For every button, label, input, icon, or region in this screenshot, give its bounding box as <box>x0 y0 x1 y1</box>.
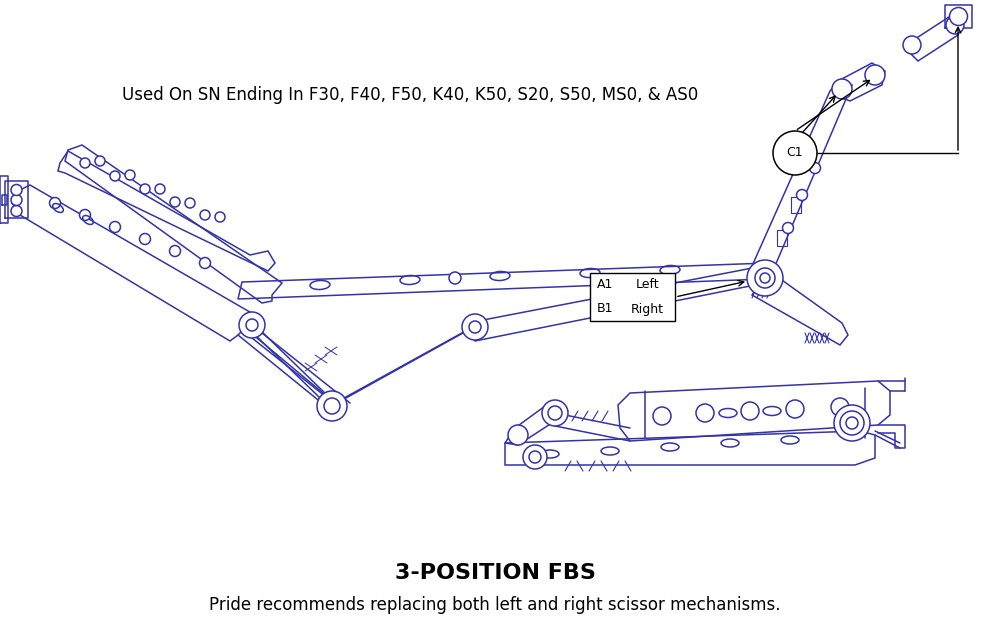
Circle shape <box>239 312 265 338</box>
Circle shape <box>449 272 461 284</box>
Text: C1: C1 <box>787 146 803 160</box>
Circle shape <box>11 184 22 196</box>
Text: Right: Right <box>631 303 664 315</box>
Circle shape <box>755 268 775 288</box>
Circle shape <box>109 222 120 232</box>
Text: Used On SN Ending In F30, F40, F50, K40, K50, S20, S50, MS0, & AS0: Used On SN Ending In F30, F40, F50, K40,… <box>122 86 698 104</box>
Circle shape <box>786 400 804 418</box>
Circle shape <box>903 36 921 54</box>
Circle shape <box>246 319 258 331</box>
Text: A1: A1 <box>597 279 613 292</box>
Circle shape <box>741 402 759 420</box>
Circle shape <box>185 198 195 208</box>
Circle shape <box>950 8 968 25</box>
Circle shape <box>317 391 347 421</box>
Circle shape <box>140 234 150 244</box>
Circle shape <box>542 400 568 426</box>
Circle shape <box>696 404 714 422</box>
Text: B1: B1 <box>597 303 613 315</box>
Text: 3-POSITION FBS: 3-POSITION FBS <box>395 563 595 583</box>
Circle shape <box>782 223 794 234</box>
Circle shape <box>840 411 864 435</box>
Circle shape <box>170 246 180 256</box>
Circle shape <box>831 398 849 416</box>
Circle shape <box>523 445 547 469</box>
Circle shape <box>80 210 90 220</box>
Circle shape <box>469 321 481 333</box>
Circle shape <box>50 197 61 208</box>
Circle shape <box>773 131 817 175</box>
Circle shape <box>946 16 964 34</box>
Circle shape <box>170 197 180 207</box>
Circle shape <box>155 184 165 194</box>
Circle shape <box>11 194 22 206</box>
Circle shape <box>508 425 528 445</box>
Bar <box>590 273 675 321</box>
Circle shape <box>548 406 562 420</box>
Text: Left: Left <box>636 279 659 292</box>
Circle shape <box>462 314 488 340</box>
Circle shape <box>324 398 340 414</box>
Circle shape <box>796 189 808 201</box>
Circle shape <box>140 184 150 194</box>
Circle shape <box>199 258 210 268</box>
Circle shape <box>834 405 870 441</box>
Circle shape <box>11 206 22 216</box>
Circle shape <box>529 451 541 463</box>
Circle shape <box>215 212 225 222</box>
Circle shape <box>653 407 671 425</box>
Circle shape <box>200 210 210 220</box>
Text: Pride recommends replacing both left and right scissor mechanisms.: Pride recommends replacing both left and… <box>209 596 781 614</box>
Circle shape <box>760 273 770 283</box>
Circle shape <box>125 170 135 180</box>
Circle shape <box>865 65 885 85</box>
Circle shape <box>80 158 90 168</box>
Circle shape <box>846 417 858 429</box>
Circle shape <box>95 156 105 166</box>
Circle shape <box>810 163 820 173</box>
Circle shape <box>110 171 120 181</box>
Circle shape <box>747 260 783 296</box>
Circle shape <box>832 79 852 99</box>
